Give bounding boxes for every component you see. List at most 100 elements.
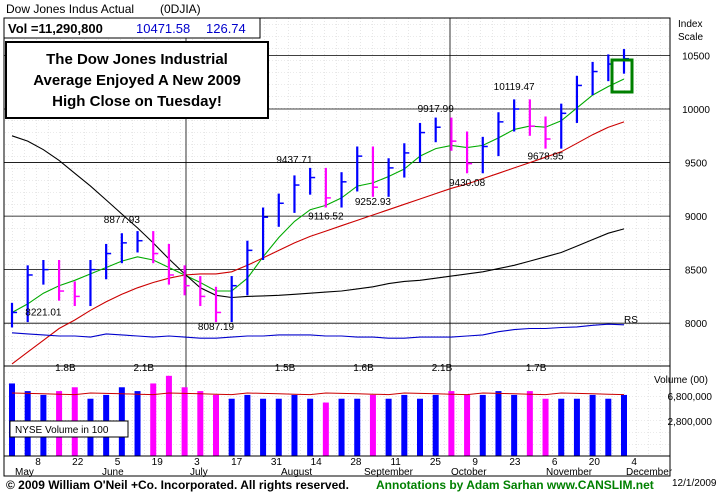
- volume-bar: [401, 394, 408, 456]
- x-day-labels: 8 22 5 19 3 17 31 14 28 11 25 9 23 6 20 4: [35, 457, 637, 468]
- annotation-box: [5, 41, 269, 119]
- price-annotation-label: 9252.93: [355, 197, 392, 208]
- volume-bar: [621, 394, 627, 456]
- volume-marker-label: 1.6B: [353, 363, 374, 374]
- volume-axis-ticks: 6,800,000 2,800,000: [668, 392, 713, 428]
- line-long-term: [11, 135, 625, 299]
- x-month-label: November: [546, 467, 593, 478]
- x-day-label: 22: [72, 457, 84, 468]
- volume-bar: [197, 391, 204, 456]
- x-day-label: 8: [35, 457, 41, 468]
- volume-bar: [605, 398, 612, 456]
- x-day-label: 11: [390, 457, 401, 468]
- volume-marker-label: 2.1B: [134, 363, 155, 374]
- volume-marker-label: 2.1B: [432, 363, 453, 374]
- volume-marker-label: 1.5B: [275, 363, 296, 374]
- x-month-label: August: [281, 467, 312, 478]
- x-month-labels: May June July August September October Novembe…: [15, 467, 673, 478]
- x-day-label: 17: [231, 457, 243, 468]
- scale-label-1: Index: [678, 19, 702, 30]
- x-month-label: October: [451, 467, 487, 478]
- symbol-label: (0DJIA): [160, 2, 201, 16]
- change-stat: 126.74: [206, 21, 246, 36]
- volume-bar: [432, 394, 439, 456]
- credit-text: Annotations by Adam Sarhan www.CANSLIM.n…: [376, 478, 654, 492]
- y-tick-label: 8500: [685, 266, 708, 277]
- volume-bar: [260, 398, 267, 456]
- volume-bar: [464, 394, 471, 456]
- nyse-label-box: [9, 420, 129, 438]
- x-day-label: 6: [552, 457, 558, 468]
- volume-bar: [134, 391, 141, 456]
- x-day-label: 25: [430, 457, 442, 468]
- price-annotation-label: 9116.52: [308, 212, 344, 223]
- price-annotations: 8877.93 8221.01 8087.19 9437.71 9116.52 9252.…: [25, 82, 564, 333]
- nyse-label: NYSE Volume in 100: [15, 425, 109, 436]
- rs-label: RS: [624, 315, 638, 326]
- volume-title: Volume (00): [654, 375, 708, 386]
- x-day-label: 20: [589, 457, 601, 468]
- price-annotation-label: 10119.47: [494, 82, 535, 93]
- volume-bar: [448, 391, 455, 456]
- chart-lines: [11, 78, 625, 365]
- line-200-day: [11, 121, 625, 365]
- volume-bar: [558, 398, 565, 456]
- volume-bar: [9, 383, 15, 456]
- volume-bar: [573, 398, 580, 456]
- volume-bar: [165, 375, 172, 456]
- chart-date: 12/1/2009: [672, 478, 717, 489]
- volume-bar: [526, 391, 533, 456]
- x-day-label: 4: [631, 457, 637, 468]
- x-day-label: 31: [271, 457, 283, 468]
- stats-box: [3, 17, 261, 39]
- volume-bar: [542, 398, 549, 456]
- volume-bar: [307, 398, 314, 456]
- price-annotation-label: 8877.93: [104, 215, 141, 226]
- x-month-label: September: [364, 467, 414, 478]
- volume-tick-label: 6,800,000: [668, 392, 713, 403]
- x-month-label: December: [626, 467, 673, 478]
- y-tick-label: 8000: [685, 319, 708, 330]
- volume-bar: [385, 398, 392, 456]
- volume-bar: [244, 394, 251, 456]
- x-month-label: July: [190, 467, 208, 478]
- volume-bar: [417, 398, 423, 456]
- volume-bar: [181, 387, 188, 456]
- volume-bar: [511, 394, 518, 456]
- annotation-line-3: High Close on Tuesday!: [52, 93, 222, 110]
- scale-label-2: Scale: [678, 32, 703, 43]
- price-annotation-label: 9430.08: [449, 178, 486, 189]
- new-high-highlight-box: [610, 58, 634, 94]
- annotation-line-2: Average Enjoyed A New 2009: [33, 72, 241, 89]
- volume-bar: [338, 398, 345, 456]
- volume-marker-label: 1.8B: [55, 363, 76, 374]
- volume-bar: [322, 402, 329, 456]
- annotation-line-1: The Dow Jones Industrial: [46, 51, 228, 68]
- volume-average-line: [11, 392, 625, 396]
- line-rs: [11, 323, 625, 339]
- y-tick-label: 10000: [682, 105, 710, 116]
- price-bars: [10, 49, 629, 328]
- volume-bar: [589, 394, 596, 456]
- x-day-label: 5: [115, 457, 121, 468]
- y-tick-label: 10500: [682, 51, 710, 62]
- volume-bar: [369, 394, 376, 456]
- volume-bar: [479, 394, 486, 456]
- volume-bar: [213, 394, 219, 456]
- price-annotation-label: 8221.01: [25, 308, 62, 319]
- volume-bar: [150, 383, 157, 456]
- y-tick-label: 9000: [685, 212, 708, 223]
- volume-bar: [275, 398, 282, 456]
- volume-markers: 1.8B 2.1B 1.5B 1.6B 2.1B 1.7B: [55, 363, 547, 374]
- volume-bar: [228, 398, 235, 456]
- price-stat: 10471.58: [136, 21, 190, 36]
- chart-title: Dow Jones Indus Actual: [6, 2, 134, 16]
- price-annotation-label: 9678.95: [527, 151, 564, 162]
- volume-stat: Vol =11,290,800: [8, 21, 103, 36]
- y-axis-ticks: 10500 10000 9500 9000 8500 8000: [682, 51, 710, 330]
- price-annotation-label: 8087.19: [198, 322, 235, 333]
- x-day-label: 9: [472, 457, 478, 468]
- line-50-day: [11, 78, 625, 313]
